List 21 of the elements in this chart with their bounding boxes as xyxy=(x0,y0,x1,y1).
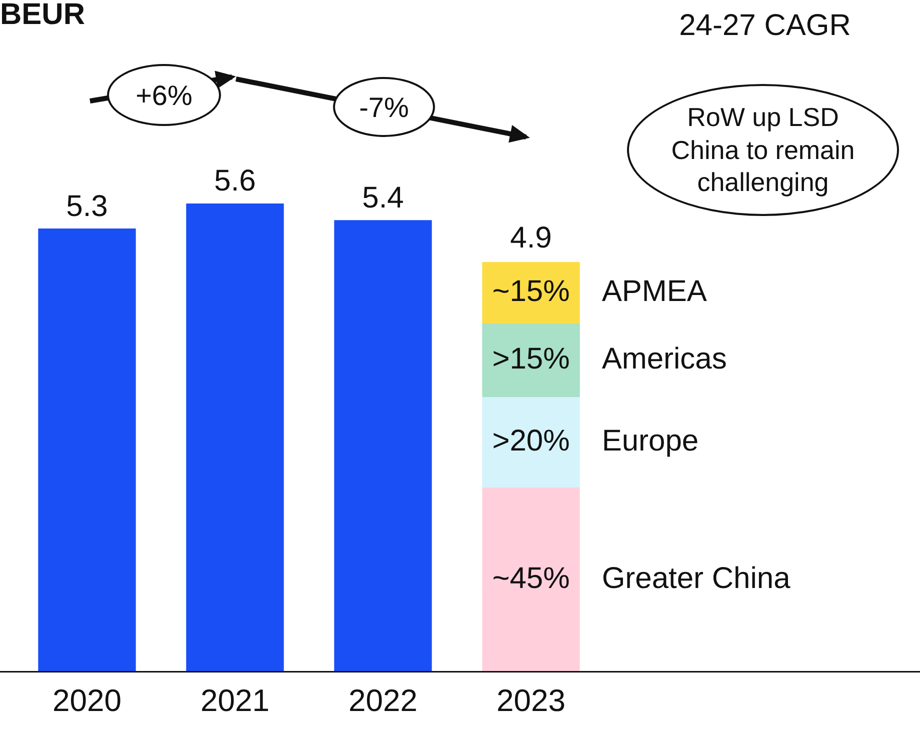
data-label: >20% xyxy=(492,424,570,458)
text: RoW up LSD China to remain challenging xyxy=(627,84,899,216)
data-label: 5.4 xyxy=(362,181,404,214)
x-tick-label: 2022 xyxy=(348,682,418,718)
data-label: 5.6 xyxy=(214,164,256,198)
series-label: Europe xyxy=(602,424,699,458)
text: 24-27 CAGR xyxy=(678,8,852,44)
data-label: 5.3 xyxy=(66,190,108,223)
series-label: Americas xyxy=(602,342,727,376)
data-label: >15% xyxy=(492,342,570,376)
annotation: 4.9 xyxy=(510,221,552,254)
x-tick-label: 2021 xyxy=(200,682,270,718)
text: -7% xyxy=(333,77,435,137)
data-label: ~45% xyxy=(492,562,570,595)
data-label: ~15% xyxy=(492,275,570,308)
text: BEUR xyxy=(0,0,86,32)
x-tick-label: 2023 xyxy=(496,682,566,718)
series-label: Greater China xyxy=(602,562,791,595)
series-label: APMEA xyxy=(602,275,707,308)
text: +6% xyxy=(107,64,221,126)
x-tick-label: 2020 xyxy=(52,682,122,718)
